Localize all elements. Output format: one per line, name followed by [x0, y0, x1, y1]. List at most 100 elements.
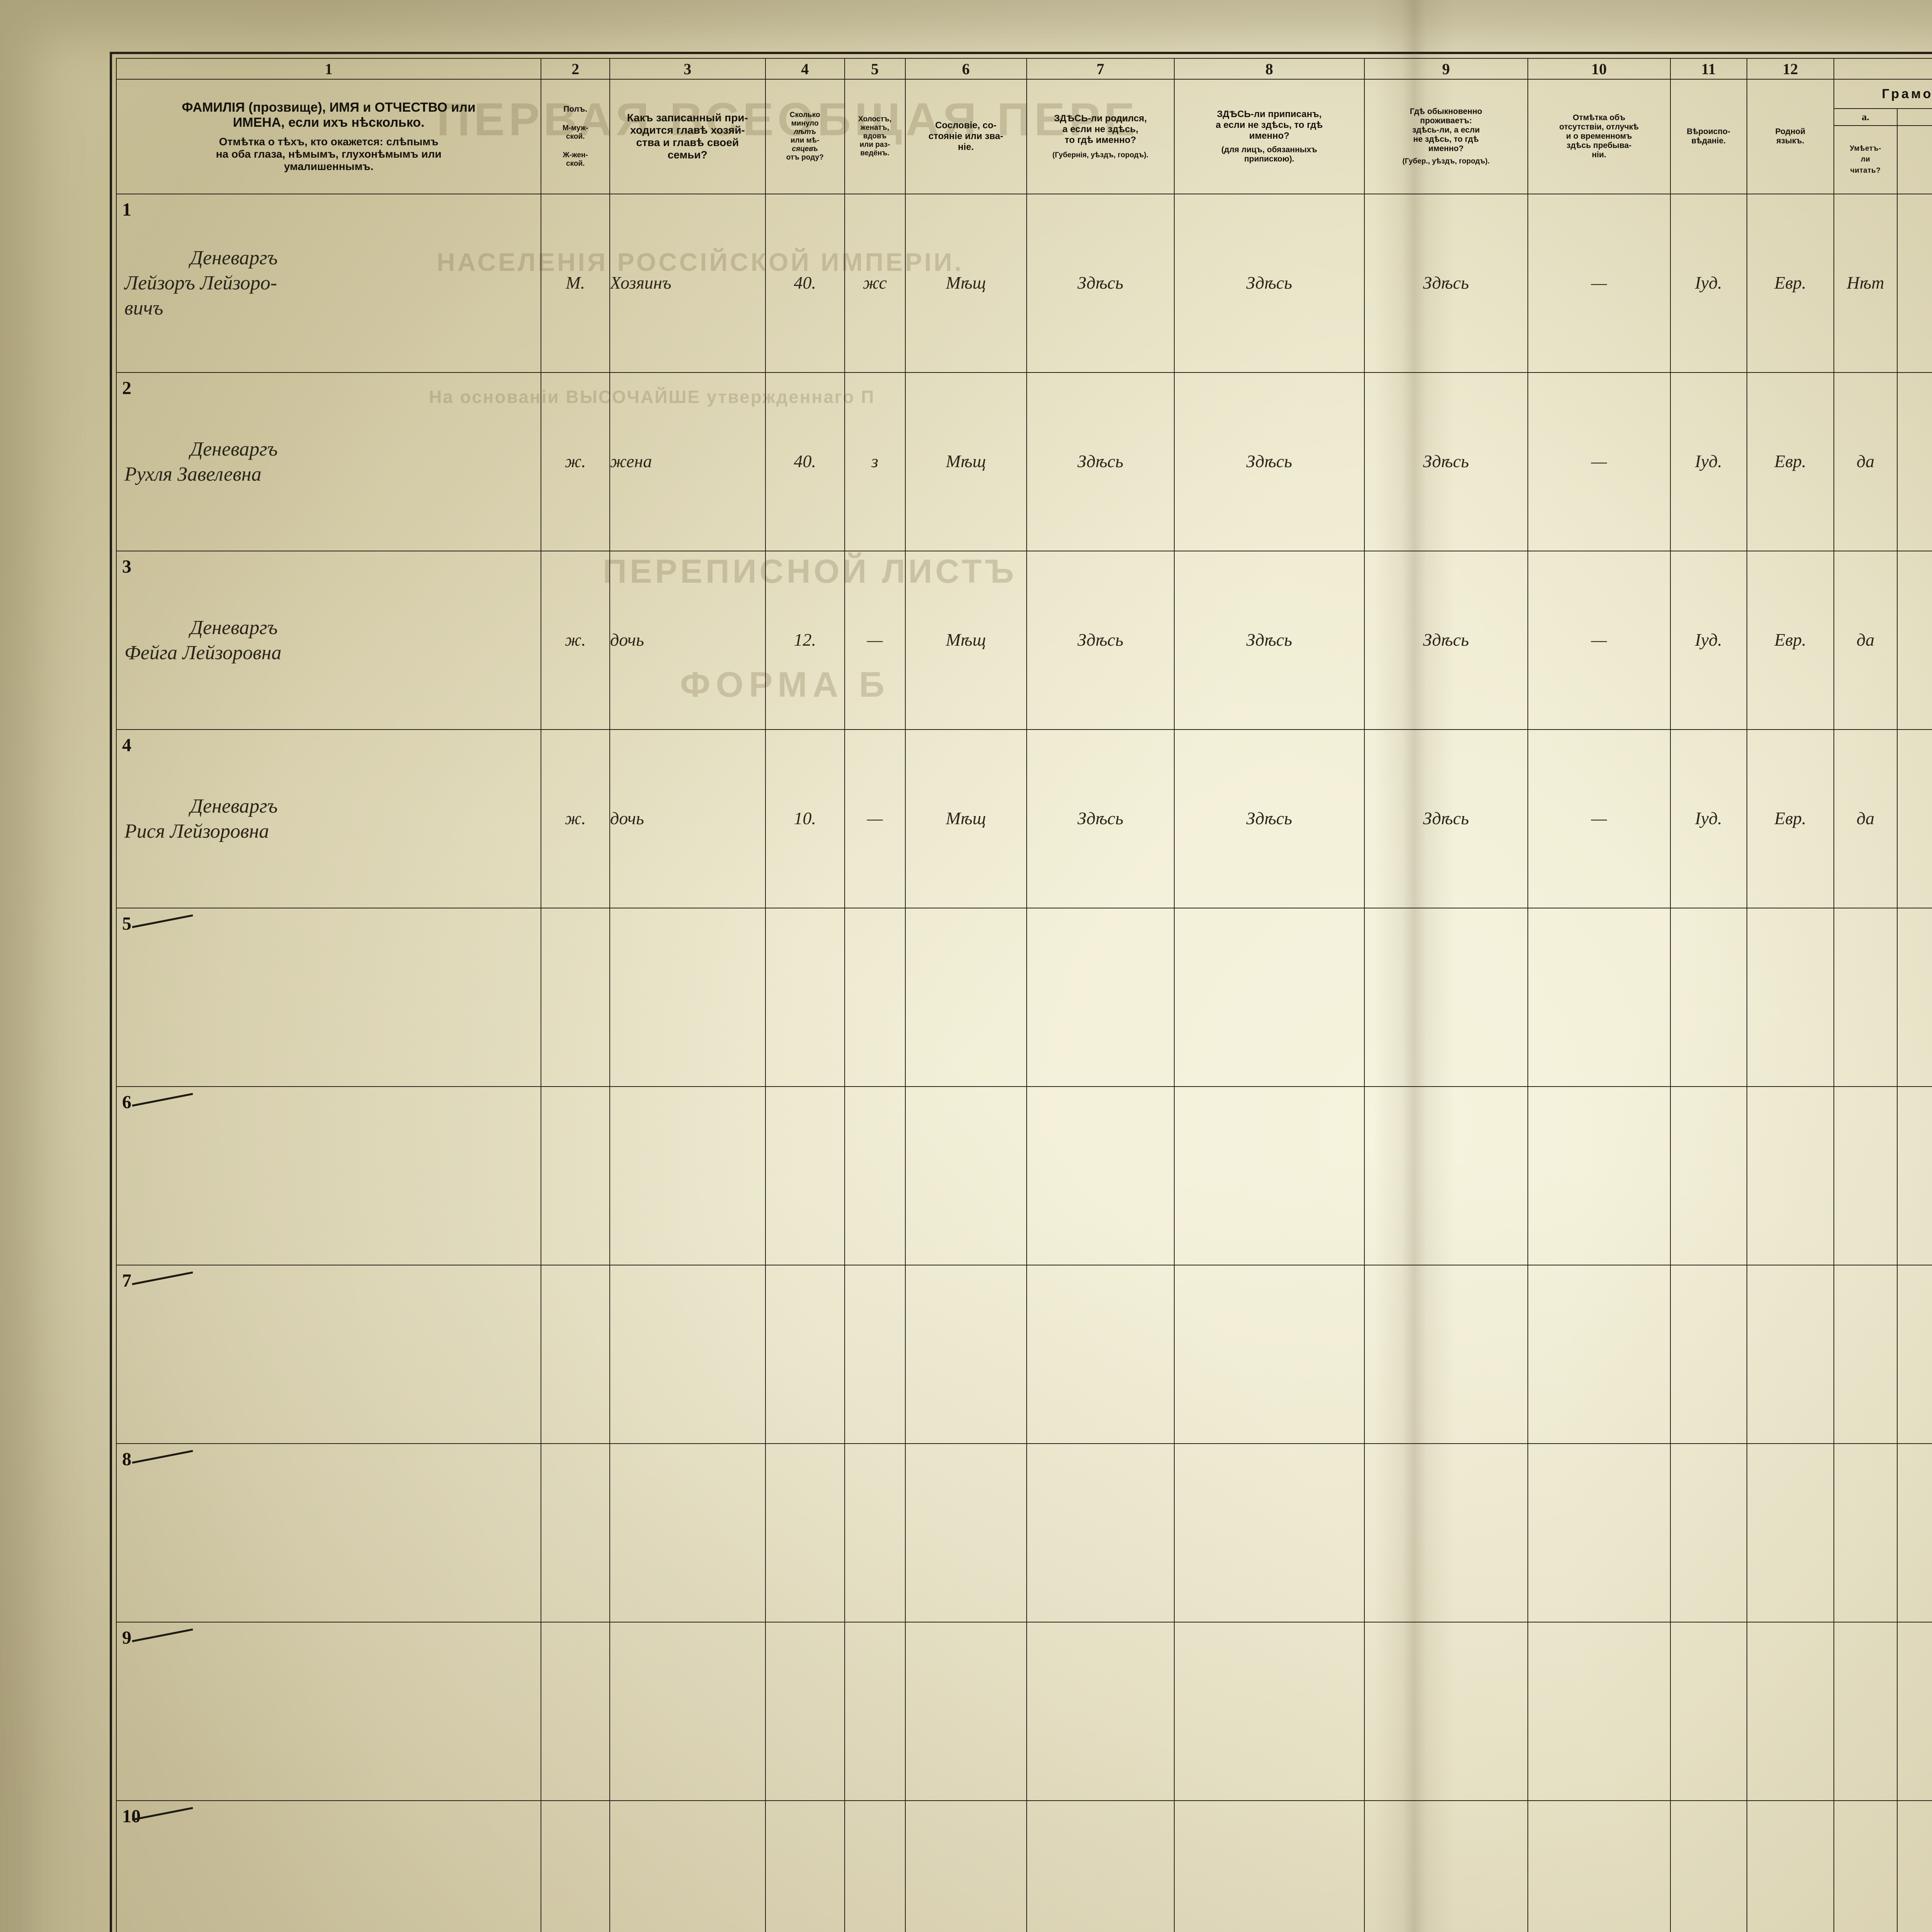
cell-literacy-a[interactable]	[1833, 1086, 1898, 1265]
cell-sex[interactable]: ж.	[541, 550, 610, 730]
cell-birthplace[interactable]	[1026, 1443, 1175, 1623]
cell-birthplace[interactable]	[1026, 1621, 1175, 1801]
cell-literacy-b[interactable]: Дома	[1896, 372, 1932, 551]
cell-religion[interactable]	[1670, 1086, 1747, 1265]
table-row[interactable]: 3 Деневаргъ Фейга Лейзоровна ж. дочь 12. — Мѣщ З…	[116, 550, 1932, 730]
cell-religion[interactable]: Іуд.	[1670, 372, 1747, 551]
cell-marital[interactable]	[844, 1800, 906, 1932]
cell-sex[interactable]: М.	[541, 193, 610, 373]
cell-absence[interactable]	[1527, 1086, 1671, 1265]
cell-religion[interactable]: Іуд.	[1670, 729, 1747, 908]
cell-relation[interactable]	[609, 1621, 766, 1801]
cell-registered[interactable]	[1173, 1800, 1365, 1932]
cell-registered[interactable]	[1173, 1621, 1365, 1801]
cell-registered[interactable]: Здѣсь	[1173, 193, 1365, 373]
table-row[interactable]: 812	[116, 1443, 1932, 1623]
cell-relation[interactable]	[609, 1086, 766, 1265]
cell-age[interactable]	[765, 1621, 845, 1801]
cell-marital[interactable]	[844, 1621, 906, 1801]
cell-name[interactable]: 10	[116, 1800, 542, 1932]
cell-literacy-a[interactable]: да	[1833, 729, 1898, 908]
cell-residence[interactable]	[1364, 1443, 1528, 1623]
cell-relation[interactable]: Хозяинъ	[609, 193, 766, 373]
cell-age[interactable]: 40.	[765, 372, 845, 551]
cell-age[interactable]: 10.	[765, 729, 845, 908]
cell-literacy-a[interactable]	[1833, 1800, 1898, 1932]
cell-registered[interactable]	[1173, 1443, 1365, 1623]
cell-language[interactable]	[1746, 1086, 1834, 1265]
table-row[interactable]: 912	[116, 1621, 1932, 1801]
cell-residence[interactable]: Здѣсь	[1364, 550, 1528, 730]
cell-language[interactable]: Евр.	[1746, 193, 1834, 373]
cell-relation[interactable]: жена	[609, 372, 766, 551]
cell-literacy-b[interactable]: Дома	[1896, 729, 1932, 908]
cell-marital[interactable]	[844, 1443, 906, 1623]
cell-sex[interactable]	[541, 1443, 610, 1623]
cell-religion[interactable]	[1670, 1621, 1747, 1801]
cell-literacy-b[interactable]	[1896, 1800, 1932, 1932]
cell-age[interactable]: 40.	[765, 193, 845, 373]
table-row[interactable]: 1012	[116, 1800, 1932, 1932]
cell-relation[interactable]: дочь	[609, 550, 766, 730]
cell-language[interactable]	[1746, 1264, 1834, 1444]
cell-name[interactable]: 6	[116, 1086, 542, 1265]
cell-age[interactable]	[765, 1086, 845, 1265]
cell-marital[interactable]	[844, 1086, 906, 1265]
cell-literacy-b[interactable]: —	[1896, 193, 1932, 373]
cell-estate[interactable]	[905, 1621, 1027, 1801]
cell-estate[interactable]: Мѣщ	[905, 729, 1027, 908]
cell-absence[interactable]: —	[1527, 193, 1671, 373]
cell-absence[interactable]: —	[1527, 550, 1671, 730]
cell-birthplace[interactable]	[1026, 1086, 1175, 1265]
cell-sex[interactable]	[541, 907, 610, 1087]
cell-name[interactable]: 7	[116, 1264, 542, 1444]
cell-religion[interactable]	[1670, 1800, 1747, 1932]
cell-sex[interactable]	[541, 1800, 610, 1932]
cell-residence[interactable]	[1364, 1621, 1528, 1801]
cell-name[interactable]: 9	[116, 1621, 542, 1801]
cell-relation[interactable]: дочь	[609, 729, 766, 908]
cell-registered[interactable]: Здѣсь	[1173, 372, 1365, 551]
cell-absence[interactable]: —	[1527, 729, 1671, 908]
cell-sex[interactable]: ж.	[541, 372, 610, 551]
cell-literacy-b[interactable]	[1896, 907, 1932, 1087]
table-row[interactable]: 4 Деневаргъ Рися Лейзоровна ж. дочь 10. — Мѣщ Зд…	[116, 729, 1932, 908]
cell-relation[interactable]	[609, 1264, 766, 1444]
cell-age[interactable]	[765, 1264, 845, 1444]
cell-sex[interactable]	[541, 1621, 610, 1801]
cell-registered[interactable]	[1173, 907, 1365, 1087]
cell-registered[interactable]	[1173, 1264, 1365, 1444]
cell-age[interactable]	[765, 907, 845, 1087]
cell-language[interactable]	[1746, 1800, 1834, 1932]
cell-language[interactable]: Евр.	[1746, 729, 1834, 908]
cell-literacy-a[interactable]	[1833, 907, 1898, 1087]
cell-religion[interactable]: Іуд.	[1670, 550, 1747, 730]
cell-estate[interactable]: Мѣщ	[905, 550, 1027, 730]
cell-birthplace[interactable]	[1026, 1264, 1175, 1444]
cell-relation[interactable]	[609, 1800, 766, 1932]
cell-marital[interactable]: —	[844, 729, 906, 908]
cell-language[interactable]: Евр.	[1746, 550, 1834, 730]
cell-name[interactable]: 5	[116, 907, 542, 1087]
cell-estate[interactable]	[905, 1443, 1027, 1623]
cell-age[interactable]: 12.	[765, 550, 845, 730]
cell-literacy-a[interactable]: да	[1833, 372, 1898, 551]
cell-sex[interactable]	[541, 1086, 610, 1265]
cell-name[interactable]: 1 Деневаргъ Лейзоръ Лейзоро-вичъ	[116, 193, 542, 373]
cell-language[interactable]	[1746, 1443, 1834, 1623]
cell-marital[interactable]	[844, 1264, 906, 1444]
cell-name[interactable]: 8	[116, 1443, 542, 1623]
table-row[interactable]: 612	[116, 1086, 1932, 1265]
cell-marital[interactable]: з	[844, 372, 906, 551]
cell-sex[interactable]: ж.	[541, 729, 610, 908]
cell-literacy-a[interactable]	[1833, 1264, 1898, 1444]
cell-estate[interactable]: Мѣщ	[905, 193, 1027, 373]
cell-marital[interactable]: жс	[844, 193, 906, 373]
cell-residence[interactable]	[1364, 1086, 1528, 1265]
cell-literacy-b[interactable]	[1896, 1264, 1932, 1444]
cell-estate[interactable]: Мѣщ	[905, 372, 1027, 551]
cell-residence[interactable]: Здѣсь	[1364, 372, 1528, 551]
cell-residence[interactable]: Здѣсь	[1364, 193, 1528, 373]
cell-absence[interactable]	[1527, 1621, 1671, 1801]
cell-residence[interactable]: Здѣсь	[1364, 729, 1528, 908]
